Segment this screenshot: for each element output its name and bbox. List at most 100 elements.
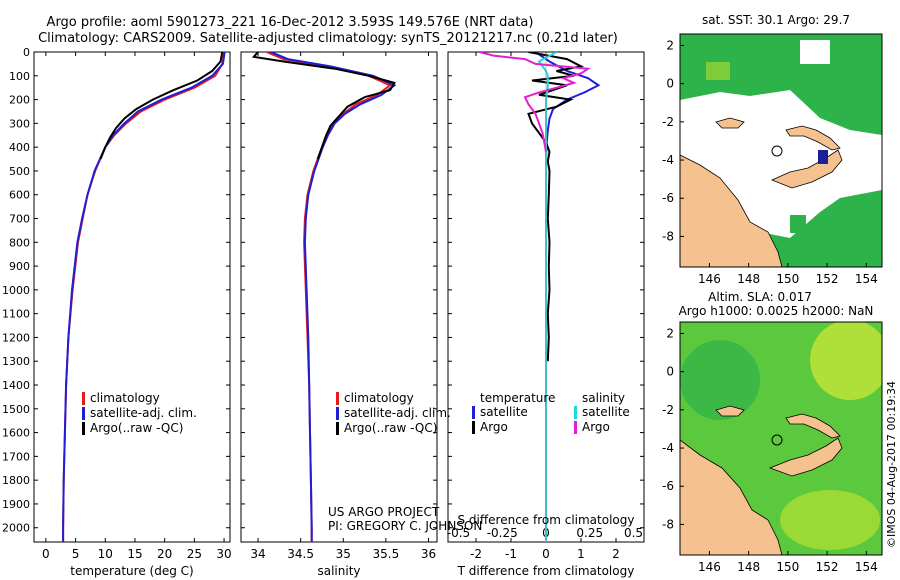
map-y-tick-label: -6 [662,479,674,493]
sst-map-frame [679,33,883,268]
s-difference-tick-label: -0.5 [447,526,470,540]
legend-temp-argo-label: Argo [480,420,508,434]
depth-tick-label: 900 [9,260,30,273]
legend-temperature-header: temperature [480,391,555,405]
legend-climatology-swatch [82,392,85,405]
map-y-tick-label: -4 [662,153,674,167]
depth-tick-label: 1600 [2,427,30,440]
depth-tick-label: 400 [9,141,30,154]
x-tick-label: 34.5 [287,547,314,561]
sla-land-newbritain [768,437,843,477]
sst-green-square [790,215,806,233]
depth-tick-label: 1900 [2,498,30,511]
x-tick-label: 36 [421,547,436,561]
legend-temp-satellite-swatch [472,406,475,419]
legend-argo-label: Argo(..raw -QC) [90,421,183,435]
sla-low-patch [680,340,760,420]
sla-map-frame [679,321,883,556]
map-y-tick-label: -2 [662,403,674,417]
x-tick-label: -1 [505,547,517,561]
sla-map-image [680,322,882,555]
sst-land-png [680,154,783,267]
sla-land-manus [715,405,745,417]
map-y-tick-label: 2 [666,326,674,340]
legend-satellite-swatch [82,407,85,420]
series-line-satellite-adj-clim- [62,52,226,542]
series-line-climatology [62,52,226,542]
map-x-tick-label: 150 [776,272,799,286]
map-y-tick-label: -8 [662,517,674,531]
legend-climatology-label: climatology [344,391,414,405]
difference-legend: temperature salinity satellite Argo sate… [472,391,630,434]
salinity-lines [251,52,397,542]
salinity-panel: 34 34.5 35 35.5 36 climatology satellite-adj… [240,51,482,578]
x-tick-label: 1 [577,547,585,561]
sst-map-title: sat. SST: 30.1 Argo: 29.7 [702,13,850,27]
x-tick-label: 35.5 [373,547,400,561]
depth-tick-label: 2000 [2,522,30,535]
series-line-satellite-adj-clim- [270,52,397,542]
depth-tick-label: 600 [9,189,30,202]
figure-title-line1: Argo profile: aoml 5901273_221 16-Dec-20… [47,15,534,30]
depth-tick-label: 100 [9,70,30,83]
legend-sal-argo-swatch [574,421,577,434]
map-y-tick-label: -4 [662,441,674,455]
salinity-depth-ticks [241,51,437,529]
map-x-tick-label: 150 [776,560,799,574]
t-difference-label: T difference from climatology [457,564,635,578]
x-tick-label: 30 [216,547,231,561]
sla-map-panel: Altim. SLA: 0.017 Argo h1000: 0.0025 h20… [662,290,883,574]
sst-nodata-top-right [800,40,830,64]
map-y-tick-label: -8 [662,229,674,243]
map-x-tick-label: 154 [855,272,878,286]
map-y-tick-label: 0 [666,365,674,379]
salinity-legend: climatology satellite-adj. clim. Argo(..… [336,391,451,435]
temperature-legend: climatology satellite-adj. clim. Argo(..… [82,391,197,435]
x-tick-label: 0 [542,547,550,561]
legend-sal-argo-label: Argo [582,420,610,434]
sla-map-title-line2: Argo h1000: 0.0025 h2000: NaN [679,304,874,318]
x-tick-label: 20 [157,547,172,561]
depth-tick-label: 0 [23,46,30,59]
series-line-temperature-argo [527,52,585,362]
s-difference-axis: -0.5 -0.25 0 0.25 0.5 [447,526,643,540]
legend-satellite-label: satellite-adj. clim. [90,406,197,420]
legend-argo-swatch [82,422,85,435]
sst-patch [706,62,730,80]
map-x-tick-label: 154 [855,560,878,574]
t-difference-x-axis: -2 -1 0 1 2 [470,52,620,561]
legend-climatology-swatch [336,392,339,405]
legend-argo-swatch [336,422,339,435]
series-line-salinity-argo [479,52,591,153]
legend-sal-satellite-swatch [574,406,577,419]
x-tick-label: -2 [470,547,482,561]
x-tick-label: 2 [612,547,620,561]
depth-tick-label: 200 [9,94,30,107]
legend-sal-satellite-label: satellite [582,405,630,419]
temperature-panel: 0100200300400500600700800900100011001200… [2,46,232,578]
legend-temp-satellite-label: satellite [480,405,528,419]
depth-axis: 0 100 200 300 400 500 600 700 800 900 1000 1100 1200… [2,46,230,535]
legend-satellite-label: satellite-adj. clim. [344,406,451,420]
map-x-tick-label: 148 [737,272,760,286]
x-tick-label: 10 [98,547,113,561]
series-line-temperature-satellite [534,52,601,542]
legend-satellite-swatch [336,407,339,420]
legend-climatology-label: climatology [90,391,160,405]
sst-land-newireland [785,125,841,151]
depth-tick-label: 1100 [2,308,30,321]
sla-high-patch-2 [780,490,880,550]
sst-warm-spot [818,150,828,164]
series-line-argo-raw-qc- [251,52,396,160]
x-tick-label: 15 [127,547,142,561]
project-annotation-line2: PI: GREGORY C. JOHNSON [328,519,482,533]
x-tick-label: 0 [42,547,50,561]
depth-tick-label: 1700 [2,450,30,463]
sla-map-axes: 146 148 150 152 154 2 0 -2 -4 -6 -8 [662,326,878,574]
depth-tick-label: 1300 [2,355,30,368]
sst-map-image [680,34,882,267]
depth-tick-label: 1000 [2,284,30,297]
temperature-axes-box [33,51,231,543]
s-difference-tick-label: -0.25 [487,526,518,540]
x-tick-label: 34 [250,547,265,561]
